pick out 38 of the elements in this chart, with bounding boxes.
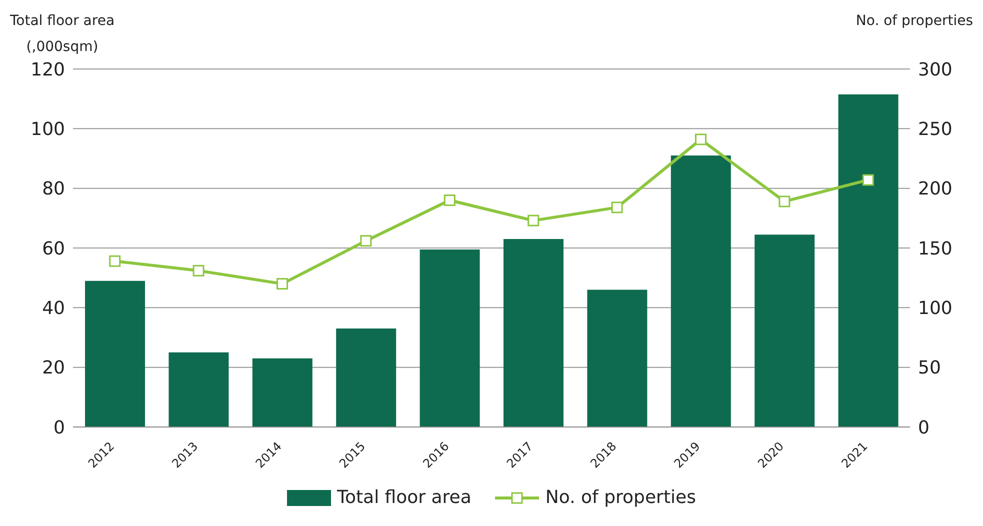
y2-tick-label: 250 bbox=[918, 119, 952, 140]
point bbox=[778, 196, 790, 208]
y-tick-label: 120 bbox=[30, 59, 65, 80]
bar bbox=[754, 234, 815, 427]
y2-tick-label: 200 bbox=[918, 178, 952, 200]
y2-axis-title: No. of properties bbox=[856, 12, 973, 31]
y2-tick-label: 100 bbox=[918, 298, 952, 320]
y2-tick-label: 300 bbox=[918, 59, 952, 80]
y-tick-label: 80 bbox=[42, 178, 65, 200]
point bbox=[444, 194, 456, 206]
y2-tick-label: 150 bbox=[918, 238, 952, 260]
point bbox=[276, 278, 288, 290]
point bbox=[109, 255, 121, 267]
bar bbox=[168, 352, 229, 427]
bar bbox=[504, 239, 564, 427]
bar bbox=[85, 280, 145, 427]
y-tick-label: 0 bbox=[54, 417, 65, 438]
y-tick-label: 40 bbox=[42, 298, 65, 320]
y2-tick-label: 50 bbox=[918, 358, 941, 379]
y-tick-label: 20 bbox=[42, 358, 65, 379]
legend-label: No. of properties bbox=[545, 487, 696, 508]
point bbox=[360, 235, 372, 247]
point bbox=[862, 174, 874, 186]
legend-label: Total floor area bbox=[337, 487, 472, 508]
bar bbox=[838, 94, 898, 427]
bar bbox=[252, 358, 312, 427]
y2-tick-label: 0 bbox=[918, 417, 930, 438]
bar bbox=[336, 328, 396, 427]
point bbox=[192, 264, 204, 276]
point bbox=[528, 214, 540, 226]
bar bbox=[420, 249, 480, 427]
y-tick-label: 100 bbox=[30, 119, 65, 140]
point bbox=[695, 134, 706, 146]
bar bbox=[587, 290, 648, 427]
point bbox=[611, 202, 623, 214]
bar bbox=[670, 156, 731, 427]
y-tick-label: 60 bbox=[42, 238, 65, 260]
y-axis-title: Total floor area (,000sqm) bbox=[10, 12, 115, 57]
